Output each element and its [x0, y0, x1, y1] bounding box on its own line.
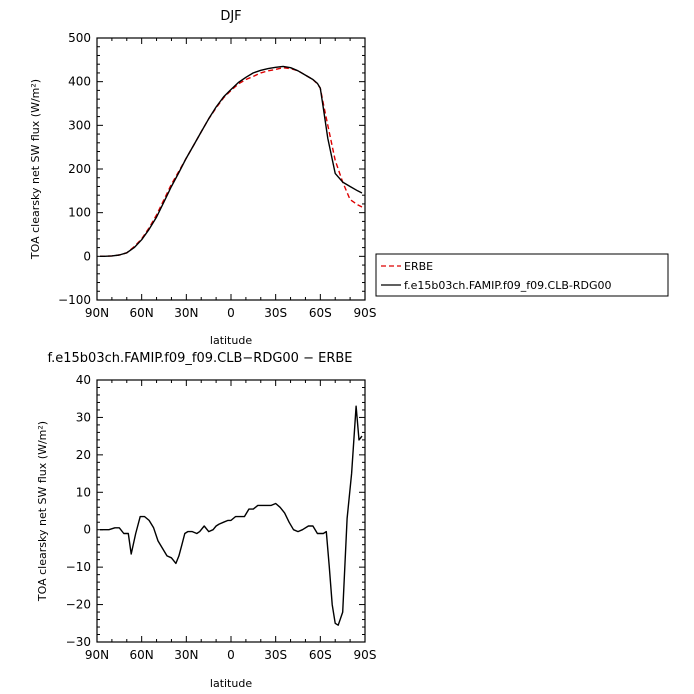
y-tick-label: −30	[66, 635, 91, 649]
bottom-series-line-0	[100, 405, 363, 626]
top-x-tick-labels: 90N 60N 30N 0 30S 60S 90S	[85, 306, 377, 320]
bottom-panel-title: f.e15b03ch.FAMIP.f09_f09.CLB−RDG00 − ERB…	[48, 351, 353, 366]
top-x-axis-title: latitude	[210, 334, 252, 347]
x-tick-label: 30S	[264, 648, 287, 662]
x-tick-label: 60S	[309, 648, 332, 662]
y-tick-label: −100	[58, 293, 91, 307]
bottom-series-lines	[100, 405, 363, 626]
y-tick-label: 500	[68, 31, 91, 45]
top-panel-title: DJF	[220, 9, 241, 24]
y-tick-label: 40	[76, 373, 91, 387]
bottom-plot-frame	[96, 379, 366, 643]
y-tick-label: 10	[76, 485, 91, 499]
x-tick-label: 30N	[174, 306, 198, 320]
y-tick-label: 30	[76, 410, 91, 424]
y-tick-label: 300	[68, 118, 91, 132]
x-tick-label: 90N	[85, 648, 109, 662]
bottom-y-tick-labels: −30 −20 −10 0 10 20 30 40	[66, 373, 91, 649]
x-tick-label: 30S	[264, 306, 287, 320]
top-panel: DJF 90N 60N 30N 0 30S 60S 90S −100 0 100 200 300 40…	[29, 9, 376, 347]
bottom-y-axis-title: TOA clearsky net SW flux (W/m²)	[36, 421, 49, 602]
x-tick-label: 30N	[174, 648, 198, 662]
y-tick-label: 0	[83, 249, 91, 263]
bottom-x-axis-title: latitude	[210, 677, 252, 690]
x-tick-label: 90S	[354, 306, 377, 320]
top-series-line-0	[100, 66, 363, 257]
y-tick-label: 20	[76, 448, 91, 462]
y-tick-label: 400	[68, 75, 91, 89]
x-tick-label: 90S	[354, 648, 377, 662]
y-tick-label: 100	[68, 206, 91, 220]
top-y-axis-title: TOA clearsky net SW flux (W/m²)	[29, 79, 42, 260]
bottom-axis-ticks	[96, 379, 366, 643]
bottom-panel: f.e15b03ch.FAMIP.f09_f09.CLB−RDG00 − ERB…	[36, 351, 376, 690]
legend-box	[375, 253, 669, 297]
legend: ERBE f.e15b03ch.FAMIP.f09_f09.CLB-RDG00	[375, 253, 669, 297]
x-tick-label: 0	[227, 648, 235, 662]
x-tick-label: 60N	[130, 648, 154, 662]
y-tick-label: −20	[66, 598, 91, 612]
top-y-tick-labels: −100 0 100 200 300 400 500	[58, 31, 91, 307]
legend-label-model: f.e15b03ch.FAMIP.f09_f09.CLB-RDG00	[404, 279, 612, 292]
y-tick-label: 0	[83, 523, 91, 537]
x-tick-label: 90N	[85, 306, 109, 320]
top-plot-frame	[96, 37, 366, 301]
y-tick-label: −10	[66, 560, 91, 574]
legend-label-erbe: ERBE	[404, 260, 433, 273]
top-axis-ticks	[96, 37, 366, 301]
y-tick-label: 200	[68, 162, 91, 176]
top-series-line-1	[100, 65, 363, 257]
top-series-lines	[100, 65, 363, 257]
x-tick-label: 60N	[130, 306, 154, 320]
x-tick-label: 0	[227, 306, 235, 320]
bottom-x-tick-labels: 90N 60N 30N 0 30S 60S 90S	[85, 648, 377, 662]
x-tick-label: 60S	[309, 306, 332, 320]
